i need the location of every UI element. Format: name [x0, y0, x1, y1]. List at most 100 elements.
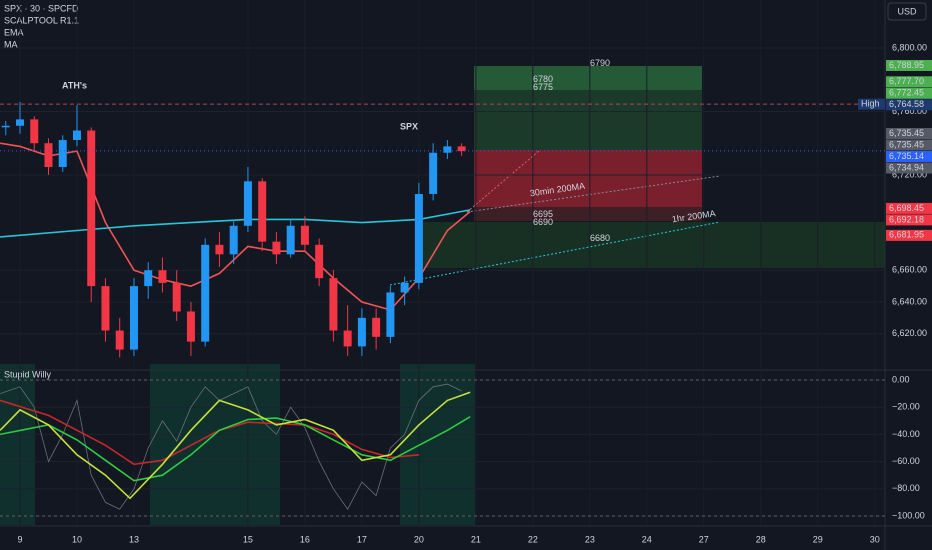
candle-body — [101, 286, 110, 331]
x-tick-label: 23 — [585, 534, 595, 544]
trade-level: 6695 — [533, 209, 553, 219]
price-tag — [886, 150, 932, 162]
price-tag-label: 6,764.58 — [889, 99, 924, 109]
candle-body — [129, 286, 138, 350]
candle-body — [272, 241, 281, 255]
x-tick-label: 24 — [642, 534, 652, 544]
candle-body — [286, 225, 295, 255]
price-tag — [886, 76, 932, 88]
y-tick-label: −40.00 — [892, 429, 920, 439]
y-tick-label: 6,800.00 — [892, 42, 927, 52]
osc-zone — [150, 364, 280, 525]
candle-body — [115, 330, 124, 350]
candle-body — [30, 119, 39, 144]
candle-body — [429, 152, 438, 195]
osc-line — [0, 416, 471, 482]
price-tag-label: 6,734.94 — [889, 162, 924, 172]
x-tick-label: 20 — [414, 534, 424, 544]
candle-body — [144, 270, 153, 287]
price-tag-label: 6,772.45 — [889, 88, 924, 98]
y-tick-label: 6,720.00 — [892, 169, 927, 179]
candle-body — [201, 244, 210, 342]
candle-body — [300, 225, 309, 245]
candle-body — [16, 119, 25, 126]
x-tick-label: 16 — [300, 534, 310, 544]
candle-body — [1, 125, 10, 128]
x-tick-label: 27 — [699, 534, 709, 544]
candle-body — [87, 130, 96, 287]
candle-body — [386, 292, 395, 337]
annotation: SPX — [400, 121, 418, 131]
osc-title: Stupid Willy — [4, 369, 52, 379]
price-tag-label: 6,698.45 — [889, 203, 924, 213]
candle-body — [457, 146, 466, 152]
osc-line — [0, 399, 419, 466]
x-tick-label: 22 — [528, 534, 538, 544]
candle-body — [329, 278, 338, 331]
loss-zone — [474, 150, 702, 207]
x-tick-label: 10 — [72, 534, 82, 544]
x-tick-label: 17 — [357, 534, 367, 544]
candle-body — [158, 270, 167, 283]
price-tag — [886, 87, 932, 99]
price-tag-label: 6,788.95 — [889, 60, 924, 70]
price-tag — [886, 229, 932, 241]
candle-body — [215, 244, 224, 255]
price-tag — [886, 162, 932, 174]
price-tag-label: 6,681.95 — [889, 230, 924, 240]
price-tag — [886, 59, 932, 71]
osc-line — [0, 383, 462, 510]
candle-body — [258, 181, 267, 242]
indicator-name: SCALPTOOL R1.1 — [4, 15, 79, 25]
trade-level: 6775 — [533, 82, 553, 92]
price-tag — [886, 139, 932, 151]
candle-body — [343, 330, 352, 347]
candle-body — [243, 181, 252, 226]
projection-line — [466, 175, 721, 213]
candle-body — [172, 282, 181, 312]
x-tick-label: 28 — [756, 534, 766, 544]
candle-body — [400, 282, 409, 293]
y-tick-label: 6,640.00 — [892, 296, 927, 306]
x-tick-label: 21 — [471, 534, 481, 544]
price-tag — [886, 127, 932, 139]
chart-title: SPX · 30 · SPCFD — [4, 3, 79, 13]
profit-zone-top — [474, 66, 702, 90]
osc-line — [0, 391, 471, 500]
price-tag-label: 6,777.70 — [889, 76, 924, 86]
price-tag-label: 6,692.18 — [889, 214, 924, 224]
y-tick-label: −100.00 — [892, 510, 925, 520]
price-tag — [886, 99, 932, 111]
y-tick-label: 6,620.00 — [892, 328, 927, 338]
high-label: High — [861, 99, 880, 109]
y-tick-label: −20.00 — [892, 402, 920, 412]
x-tick-label: 9 — [17, 534, 22, 544]
candle-body — [229, 225, 238, 255]
candle-body — [315, 244, 324, 279]
candle-body — [414, 194, 423, 283]
y-tick-label: 0.00 — [892, 374, 910, 384]
price-tag — [886, 214, 932, 226]
candle-body — [186, 311, 195, 342]
y-tick-label: −60.00 — [892, 456, 920, 466]
x-tick-label: 30 — [870, 534, 880, 544]
loss-zone-edge — [474, 207, 702, 221]
y-tick-label: 6,760.00 — [892, 106, 927, 116]
trade-level: 6680 — [590, 233, 610, 243]
price-tag-label: 6,735.45 — [889, 128, 924, 138]
legend-entry: EMA — [4, 27, 24, 37]
price-tag — [886, 202, 932, 214]
trade-level: 6780 — [533, 74, 553, 84]
legend-entry: MA — [4, 39, 18, 49]
candle-body — [58, 140, 67, 168]
osc-zone — [0, 364, 35, 525]
currency[interactable]: USD — [897, 6, 917, 16]
x-tick-label: 29 — [813, 534, 823, 544]
currency-box[interactable] — [887, 2, 927, 21]
y-tick-label: 6,660.00 — [892, 265, 927, 275]
candle-body — [372, 317, 381, 337]
support-zone — [418, 222, 885, 268]
x-tick-label: 15 — [243, 534, 253, 544]
candle-body — [443, 146, 452, 153]
